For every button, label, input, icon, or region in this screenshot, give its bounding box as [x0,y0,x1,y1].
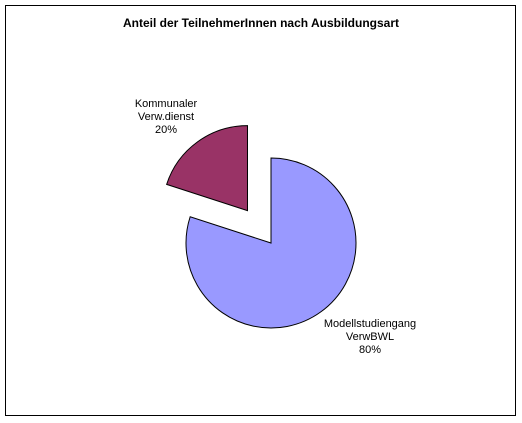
slice-value-label: 80% [358,344,382,356]
pie-slice [185,157,357,329]
chart-title: Anteil der TeilnehmerInnen nach Ausbildu… [122,16,400,30]
chart-border [5,5,516,416]
slice-value-label: 20% [154,124,178,136]
slice-category-label: Kommunaler Verw.dienst [134,98,198,123]
pie-slice [166,125,248,212]
slice-category-label: Modellstudiengang VerwBWL [323,318,417,343]
